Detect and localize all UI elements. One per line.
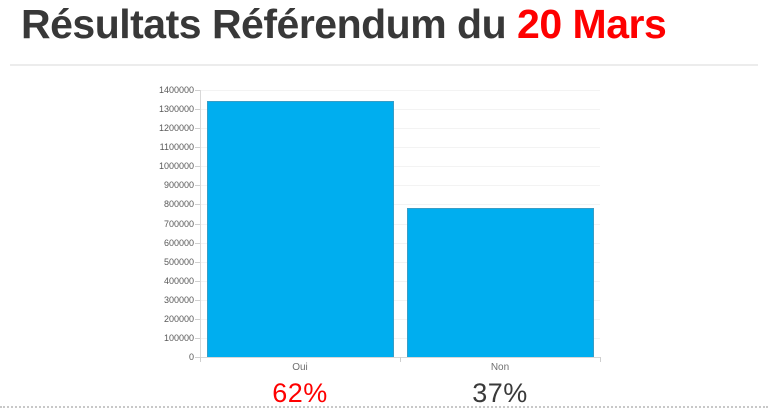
y-gridline (200, 224, 600, 225)
y-axis-tick (195, 357, 200, 358)
y-axis-tick-label: 800000 (163, 199, 194, 209)
y-axis-tick-label: 200000 (163, 314, 194, 324)
x-axis-tick (400, 357, 401, 362)
y-gridline (200, 90, 600, 91)
x-axis-label-non: Non (490, 362, 510, 373)
y-axis-tick-label: 0 (188, 352, 194, 362)
y-axis-tick (195, 90, 200, 91)
bottom-dotted-rule (0, 406, 768, 408)
y-gridline (200, 300, 600, 301)
y-axis-tick-label: 1400000 (158, 85, 194, 95)
y-axis-tick-label: 1000000 (158, 161, 194, 171)
x-axis-tick (600, 357, 601, 362)
percent-label-non: 37% (472, 378, 528, 408)
y-axis-tick (195, 204, 200, 205)
y-axis-tick-label: 1300000 (158, 104, 194, 114)
y-gridline (200, 109, 600, 110)
y-gridline (200, 243, 600, 244)
y-axis-tick (195, 338, 200, 339)
x-axis-label-oui: Oui (292, 362, 308, 373)
y-axis-tick-label: 400000 (163, 276, 194, 286)
x-axis-tick (200, 357, 201, 362)
y-axis-tick (195, 224, 200, 225)
y-axis-tick-label: 900000 (163, 180, 194, 190)
y-gridline (200, 338, 600, 339)
y-gridline (200, 166, 600, 167)
y-gridline (200, 262, 600, 263)
bar-oui (207, 101, 394, 357)
y-axis-tick (195, 300, 200, 301)
y-gridline (200, 204, 600, 205)
y-axis-tick (195, 262, 200, 263)
y-axis-tick-label: 300000 (163, 295, 194, 305)
y-gridline (200, 147, 600, 148)
y-gridline (200, 319, 600, 320)
y-gridline (200, 281, 600, 282)
y-gridline (200, 128, 600, 129)
bar-non (407, 208, 594, 357)
y-axis-tick-label: 1100000 (159, 142, 194, 152)
y-axis-tick (195, 185, 200, 186)
y-axis-line (200, 90, 201, 357)
y-axis-tick (195, 166, 200, 167)
page-title: Résultats Référendum du 20 Mars (21, 1, 667, 48)
page-title-date: 20 Mars (517, 1, 667, 47)
y-axis-tick (195, 147, 200, 148)
page-title-prefix: Résultats Référendum du (21, 1, 518, 47)
y-axis-tick-label: 100000 (163, 333, 194, 343)
title-divider (10, 64, 758, 66)
y-axis-tick (195, 319, 200, 320)
y-axis-tick (195, 109, 200, 110)
percent-label-oui: 62% (272, 378, 328, 408)
y-axis-tick (195, 128, 200, 129)
y-axis-tick-label: 700000 (163, 219, 194, 229)
y-axis-tick-label: 600000 (163, 238, 194, 248)
y-axis-tick (195, 243, 200, 244)
y-gridline (200, 185, 600, 186)
y-axis-tick-label: 500000 (163, 257, 194, 267)
y-axis-tick-label: 1200000 (158, 123, 194, 133)
y-axis-tick (195, 281, 200, 282)
